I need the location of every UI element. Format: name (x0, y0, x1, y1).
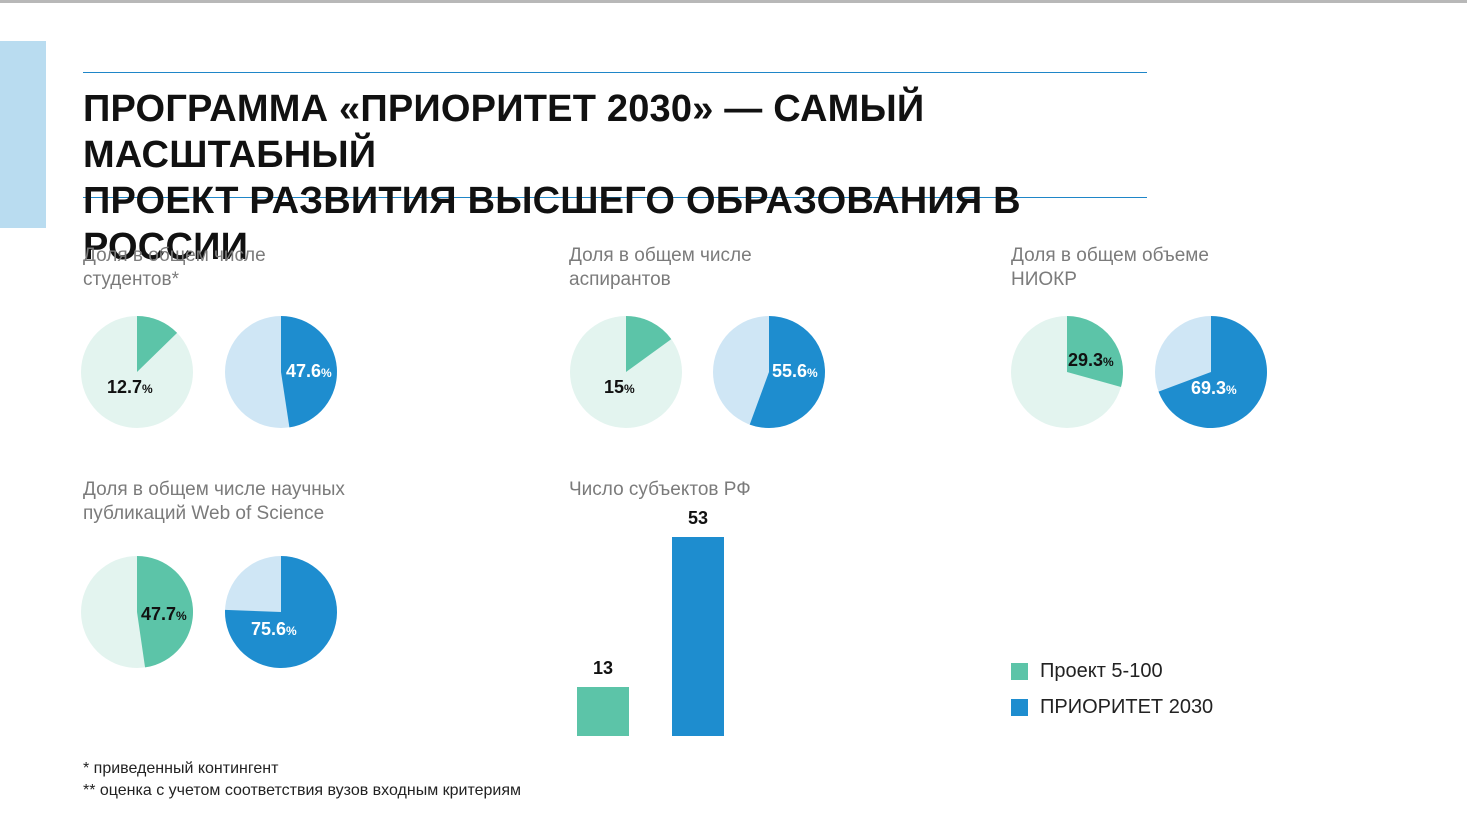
pie-value-slice (749, 316, 825, 428)
title-rule-top (83, 72, 1147, 73)
pie-value-slice (1067, 316, 1124, 387)
pie-value-slice (626, 316, 672, 372)
pie-value-label: 12.7% (107, 377, 153, 397)
rnd-label: Доля в общем объеме НИОКР (1011, 244, 1209, 292)
students-label-line1: Доля в общем числе (83, 245, 266, 266)
pie-value-label: 55.6% (772, 361, 818, 381)
pie-value-label: 69.3% (1191, 378, 1237, 398)
regions-label: Число субъектов РФ (569, 478, 751, 502)
pie-value-label: 47.7% (141, 604, 187, 624)
pie-value-label: 47.6% (286, 361, 332, 381)
publications-label-line2: публикаций Web of Science (83, 503, 325, 524)
footnotes: * приведенный контингент ** оценка с уче… (83, 758, 521, 802)
students-label: Доля в общем числе студентов* (83, 244, 266, 292)
page-title-line2: ПРОЕКТ РАЗВИТИЯ ВЫСШЕГО ОБРАЗОВАНИЯ В РО… (83, 180, 1021, 268)
legend-swatch-5-100 (1011, 662, 1028, 680)
pie-value-slice (137, 316, 178, 372)
pie-value-slice (281, 316, 337, 428)
legend-item-priority-2030: ПРИОРИТЕТ 2030 (1011, 695, 1213, 719)
publications-label-line1: Доля в общем числе научных (83, 479, 345, 500)
pie-value-slice (1158, 316, 1267, 429)
students-label-line2: студентов* (83, 269, 179, 290)
regions-label-line1: Число субъектов РФ (569, 479, 751, 500)
bar-value-label: 53 (687, 508, 709, 528)
rnd-label-line2: НИОКР (1011, 269, 1077, 290)
legend-label-priority-2030: ПРИОРИТЕТ 2030 (1040, 695, 1214, 718)
pie-value-label: 75.6% (251, 619, 297, 639)
postgrads-label-line1: Доля в общем числе (569, 245, 752, 266)
legend: Проект 5-100 ПРИОРИТЕТ 2030 (1011, 659, 1213, 731)
postgrads-label-line2: аспирантов (569, 269, 671, 290)
legend-label-5-100: Проект 5-100 (1040, 659, 1163, 682)
publications-label: Доля в общем числе научных публикаций We… (83, 478, 345, 526)
pie-value-label: 15% (604, 377, 635, 397)
side-accent-bar (0, 41, 46, 228)
page-title-line1: ПРОГРАММА «ПРИОРИТЕТ 2030» — САМЫЙ МАСШТ… (83, 88, 925, 176)
title-rule-bottom (83, 197, 1147, 198)
top-border (0, 0, 1467, 3)
rnd-label-line1: Доля в общем объеме (1011, 245, 1209, 266)
legend-item-5-100: Проект 5-100 (1011, 659, 1213, 683)
page-title: ПРОГРАММА «ПРИОРИТЕТ 2030» — САМЫЙ МАСШТ… (83, 86, 1163, 270)
pie-value-slice (225, 556, 338, 669)
footnote-1: * приведенный контингент (83, 760, 279, 777)
bar-5-100 (577, 687, 629, 736)
postgrads-label: Доля в общем числе аспирантов (569, 244, 752, 292)
bar-priority-2030 (672, 537, 724, 736)
pie-value-label: 29.3% (1068, 350, 1114, 370)
bar-value-label: 13 (592, 658, 614, 679)
legend-swatch-priority-2030 (1011, 698, 1028, 716)
pie-value-slice (137, 556, 194, 668)
footnote-2: ** оценка с учетом соответствия вузов вх… (83, 782, 522, 799)
